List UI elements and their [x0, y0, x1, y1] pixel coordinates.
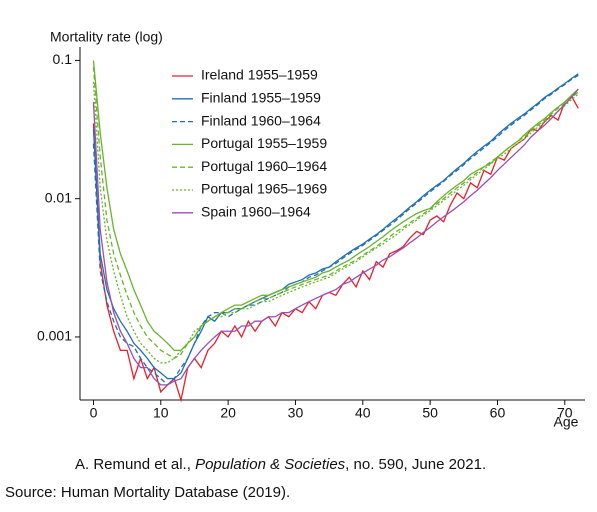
- x-tick-label: 60: [490, 405, 506, 421]
- y-tick-label: 0.1: [53, 51, 73, 67]
- legend-label: Ireland 1955–1959: [201, 67, 318, 83]
- legend-label: Finland 1960–1964: [201, 112, 321, 128]
- series-line: [92, 95, 579, 403]
- citation: A. Remund et al., Population & Societies…: [75, 456, 486, 473]
- y-tick-label: 0.001: [37, 328, 72, 344]
- series-line: [92, 73, 579, 380]
- x-tick-label: 10: [153, 405, 169, 421]
- series-line: [92, 88, 579, 386]
- legend-label: Portugal 1965–1969: [201, 181, 327, 197]
- legend-label: Finland 1955–1959: [201, 90, 321, 106]
- x-tick-label: 30: [288, 405, 304, 421]
- series-line: [92, 60, 579, 352]
- y-tick-label: 0.01: [45, 189, 72, 205]
- citation-part: , no. 590, June 2021.: [345, 456, 486, 473]
- x-tick-label: 40: [355, 405, 371, 421]
- citation-part: Population & Societies: [195, 456, 346, 473]
- legend-label: Spain 1960–1964: [201, 204, 311, 220]
- y-axis-label: Mortality rate (log): [50, 29, 163, 45]
- series-line: [92, 81, 579, 364]
- legend-label: Portugal 1960–1964: [201, 158, 327, 174]
- x-axis-label: Age: [554, 414, 579, 430]
- series-line: [92, 74, 579, 386]
- series-line: [92, 66, 579, 360]
- x-tick-label: 70: [557, 405, 573, 421]
- x-tick-label: 50: [422, 405, 438, 421]
- source: Source: Human Mortality Database (2019).: [5, 484, 290, 501]
- citation-part: A. Remund et al.,: [75, 456, 195, 473]
- legend-label: Portugal 1955–1959: [201, 135, 327, 151]
- x-tick-label: 0: [90, 405, 98, 421]
- x-tick-label: 20: [220, 405, 236, 421]
